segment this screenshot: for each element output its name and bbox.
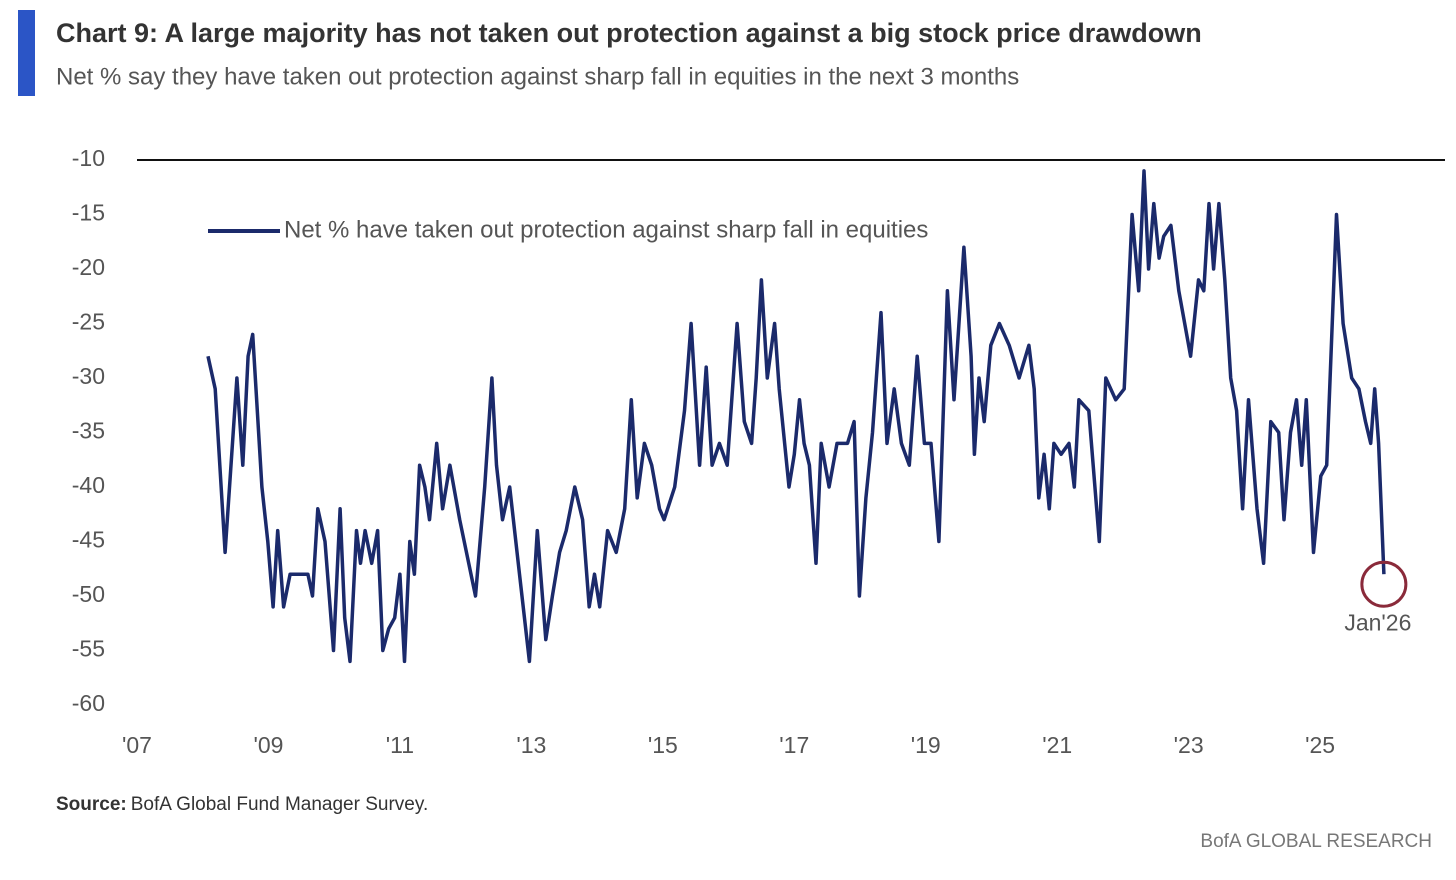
annotation: Jan'26 bbox=[1344, 609, 1411, 635]
y-tick-label: -30 bbox=[72, 363, 105, 389]
x-tick-label: '25 bbox=[1305, 732, 1335, 758]
x-tick-label: '09 bbox=[253, 732, 283, 758]
data-line bbox=[206, 169, 1386, 664]
y-tick-label: -60 bbox=[72, 690, 105, 716]
legend-label: Net % have taken out protection against … bbox=[284, 216, 928, 243]
y-tick-label: -25 bbox=[72, 309, 105, 335]
title-accent bbox=[18, 10, 35, 96]
y-tick-label: -50 bbox=[72, 581, 105, 607]
y-tick-label: -55 bbox=[72, 636, 105, 662]
y-tick-label: -35 bbox=[72, 418, 105, 444]
x-tick-label: '07 bbox=[122, 732, 152, 758]
y-tick-label: -40 bbox=[72, 472, 105, 498]
annotation-circle bbox=[1360, 560, 1408, 608]
x-tick-label: '19 bbox=[911, 732, 941, 758]
x-tick-label: '23 bbox=[1174, 732, 1204, 758]
brand: BofA GLOBAL RESEARCH bbox=[1200, 831, 1432, 852]
x-tick-label: '15 bbox=[648, 732, 678, 758]
source: Source: BofA Global Fund Manager Survey. bbox=[56, 794, 428, 815]
chart-subtitle: Net % say they have taken out protection… bbox=[56, 63, 1019, 90]
chart-title: Chart 9: A large majority has not taken … bbox=[56, 18, 1202, 48]
x-tick-label: '11 bbox=[386, 732, 414, 758]
y-tick-label: -15 bbox=[72, 200, 105, 226]
y-tick-label: -45 bbox=[72, 527, 105, 553]
y-tick-label: -20 bbox=[72, 254, 105, 280]
source-label: Source: bbox=[56, 794, 127, 815]
y-tick-label: -10 bbox=[72, 145, 105, 171]
x-tick-label: '13 bbox=[516, 732, 546, 758]
source-text: BofA Global Fund Manager Survey. bbox=[131, 794, 428, 815]
x-tick-label: '21 bbox=[1042, 732, 1072, 758]
x-tick-label: '17 bbox=[779, 732, 809, 758]
